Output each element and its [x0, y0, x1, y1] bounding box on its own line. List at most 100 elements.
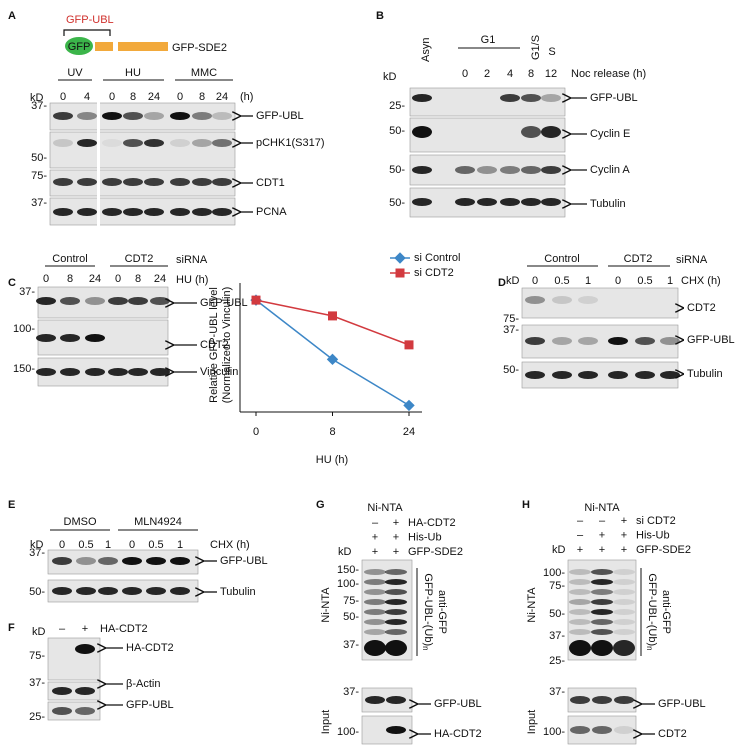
band	[52, 687, 72, 695]
band	[98, 557, 118, 565]
band	[569, 599, 591, 605]
lane-label: 24	[148, 91, 160, 103]
band	[613, 619, 635, 625]
band	[170, 587, 190, 595]
blot-label: CDT2	[200, 339, 229, 351]
condition-label: His-Ub	[636, 529, 670, 541]
band	[123, 178, 143, 186]
label: CHX (h)	[210, 539, 250, 551]
construct-label: GFP-UBL	[66, 14, 114, 26]
label: Noc release (h)	[571, 68, 646, 80]
lane-label: 0.5	[78, 539, 93, 551]
band	[144, 112, 164, 120]
blot	[47, 701, 101, 721]
band	[144, 139, 164, 147]
gfp-tag	[65, 37, 93, 55]
band	[385, 579, 407, 585]
blot	[409, 117, 566, 153]
band	[150, 368, 170, 376]
lane-label: 8	[135, 273, 141, 285]
band	[525, 337, 545, 345]
band	[192, 139, 212, 147]
band	[569, 589, 591, 595]
smear-label: GFP-UBL-(Ub)n	[645, 573, 658, 650]
condition-sign: +	[372, 531, 378, 543]
point	[326, 353, 339, 366]
band	[608, 337, 628, 345]
mw-marker: 75-	[29, 650, 45, 662]
band	[385, 589, 407, 595]
band	[591, 599, 613, 605]
smear-subscript: n	[645, 646, 654, 650]
band	[170, 557, 190, 565]
band	[613, 609, 635, 615]
band	[592, 726, 612, 734]
band	[128, 297, 148, 305]
condition-label: His-Ub	[408, 531, 442, 543]
lane-label: 8	[67, 273, 73, 285]
condition-sign: +	[599, 544, 605, 556]
condition-sign: –	[577, 515, 584, 527]
mw-marker: 75-	[31, 170, 47, 182]
label: HA-CDT2	[100, 623, 148, 635]
band	[146, 557, 166, 565]
lane-label: 1	[585, 275, 591, 287]
blot	[409, 87, 566, 117]
band	[36, 368, 56, 376]
band	[53, 208, 73, 216]
band	[53, 139, 73, 147]
blot-label: Vinculin	[200, 366, 238, 378]
side-label: Input	[320, 710, 332, 734]
antibody-label: anti-GFP	[660, 590, 672, 634]
band	[591, 569, 613, 575]
blot-label: pCHK1(S317)	[256, 137, 324, 149]
band	[170, 139, 190, 147]
condition-label: GFP-SDE2	[636, 544, 691, 556]
x-tick-label: 0	[253, 426, 259, 438]
mw-marker: 100-	[13, 323, 35, 335]
panel-letter: H	[522, 499, 530, 511]
condition-sign: –	[577, 529, 584, 541]
blot-label: Cyclin A	[590, 164, 630, 176]
group-label: G1/S	[530, 35, 542, 60]
band	[102, 208, 122, 216]
panel-letter: B	[376, 10, 384, 22]
condition-sign: +	[621, 515, 627, 527]
band	[455, 198, 475, 206]
lane-label: 8	[130, 91, 136, 103]
lane-label: 0	[109, 91, 115, 103]
band	[77, 178, 97, 186]
mw-marker: 50-	[389, 164, 405, 176]
side-label: Ni-NTA	[526, 587, 538, 623]
group-label: HU	[125, 67, 141, 79]
band	[128, 368, 148, 376]
mw-marker: 75-	[503, 313, 519, 325]
smear-label: GFP-UBL-(Ub)n	[421, 573, 434, 650]
lane-label: 0.5	[637, 275, 652, 287]
band	[144, 178, 164, 186]
group-label: CDT2	[624, 253, 653, 265]
mw-marker: 50-	[343, 611, 359, 623]
blot-label: Tubulin	[590, 198, 626, 210]
point	[328, 311, 337, 321]
band	[569, 609, 591, 615]
band	[364, 599, 386, 605]
blot-label: Tubulin	[220, 586, 256, 598]
band	[364, 589, 386, 595]
band	[385, 569, 407, 575]
band	[36, 334, 56, 342]
panel-letter: G	[316, 499, 325, 511]
mw-marker: 150-	[13, 363, 35, 375]
condition-sign: +	[82, 623, 88, 635]
blot-label: PCNA	[256, 206, 287, 218]
group-label: Control	[544, 253, 579, 265]
band	[412, 126, 432, 138]
label: kD	[552, 544, 566, 556]
band	[85, 297, 105, 305]
lane-gap	[97, 102, 100, 226]
group-label: Control	[52, 253, 87, 265]
condition-sign: –	[59, 623, 66, 635]
mw-marker: 37-	[29, 547, 45, 559]
lane-label: 24	[216, 91, 228, 103]
